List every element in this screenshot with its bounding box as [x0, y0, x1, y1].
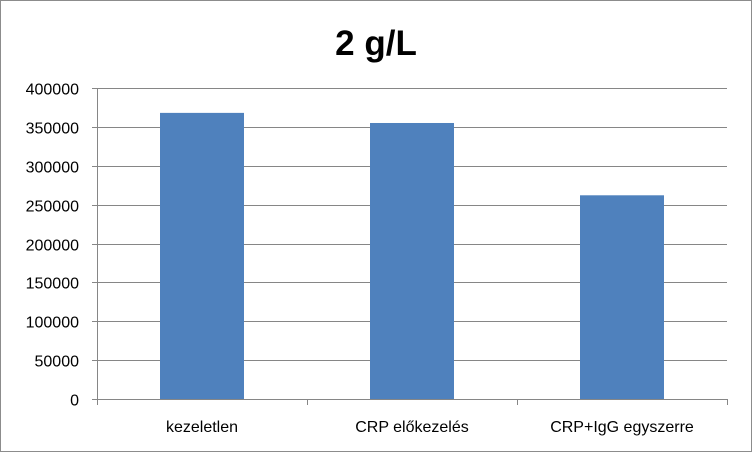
x-tick-label: kezeletlen	[166, 419, 238, 436]
x-tick-label: CRP+IgG egyszerre	[550, 419, 694, 436]
y-tick-label: 250000	[26, 199, 79, 216]
y-tick-label: 350000	[26, 121, 79, 138]
chart-title: 2 g/L	[335, 24, 417, 63]
y-tick-label: 0	[70, 393, 79, 410]
x-tick-label: CRP előkezelés	[355, 419, 469, 436]
y-axis: 0 50000 100000 150000 200000 250000 300000 3500…	[26, 82, 98, 410]
bar	[580, 195, 664, 399]
y-tick-label: 200000	[26, 238, 79, 255]
y-tick-label: 150000	[26, 276, 79, 293]
bars	[160, 112, 664, 400]
bar	[160, 112, 244, 399]
y-tick-label: 300000	[26, 160, 79, 177]
x-axis: kezeletlen CRP előkezelés CRP+IgG egyszerr…	[97, 399, 728, 436]
bar	[370, 122, 454, 400]
y-tick-label: 50000	[35, 354, 80, 371]
y-tick-label: 100000	[26, 315, 79, 332]
y-tick-label: 400000	[26, 82, 79, 99]
